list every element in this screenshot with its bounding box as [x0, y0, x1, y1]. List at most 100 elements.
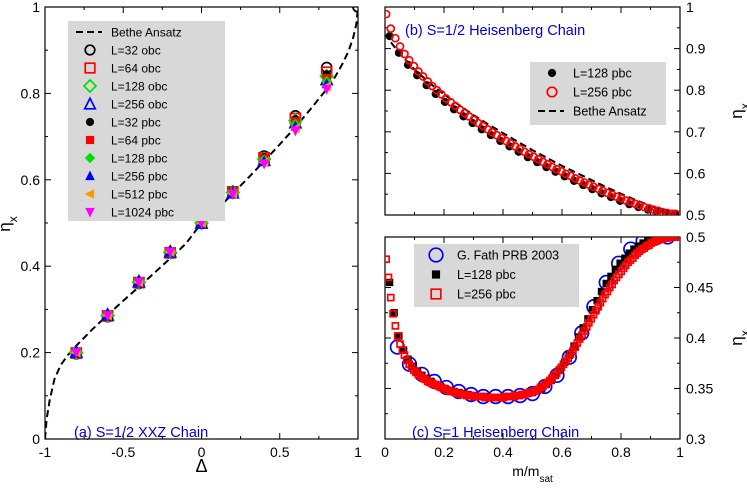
y-tick-label: 0.4 [686, 330, 706, 346]
data-point [644, 203, 654, 213]
legend-label: L=64 pbc [111, 134, 161, 148]
data-point [571, 343, 580, 351]
y-tick-label: 0 [32, 431, 40, 447]
data-point [400, 49, 409, 59]
data-point [626, 197, 635, 207]
legend-label: L=32 obc [111, 44, 161, 58]
y-tick-label: 0.3 [686, 431, 706, 447]
legend-marker [85, 135, 95, 145]
data-point [410, 366, 418, 375]
panel-c: 0 0.2 0.4 0.6 0.8 10.3 0.35 0.4 0.45 0.5 ηx m/msat G… [381, 229, 747, 485]
legend-marker [83, 96, 97, 110]
data-point [608, 280, 617, 289]
data-point [598, 186, 608, 196]
data-point [607, 190, 617, 199]
data-point [385, 255, 391, 264]
y-tick-label: 0.8 [686, 82, 706, 98]
legend-marker [84, 189, 95, 199]
y-tick-label: 0.35 [686, 381, 713, 397]
data-point [616, 194, 626, 203]
x-tick-label: 0.6 [552, 444, 572, 460]
data-point [165, 247, 176, 258]
data-point [409, 61, 419, 71]
data-point [520, 147, 529, 157]
series-l-256-pbc [385, 9, 680, 215]
series-l-1024-pbc [71, 84, 332, 359]
data-point [653, 206, 663, 215]
data-point [631, 251, 640, 260]
x-tick-label: -0.5 [111, 444, 135, 460]
data-point [543, 159, 552, 169]
legend-label: L=128 pbc [573, 67, 632, 81]
legend-marker [85, 117, 95, 127]
data-point [635, 201, 644, 210]
legend-marker [84, 62, 96, 74]
legend-marker [547, 68, 557, 78]
y-tick-label: 0.5 [686, 229, 706, 245]
data-point [639, 202, 649, 212]
legend-marker [82, 78, 98, 94]
data-point [580, 178, 589, 187]
y-tick-label: 0.4 [21, 258, 41, 274]
legend-label: L=256 obc [111, 98, 167, 112]
panel-b: 0.5 0.6 0.7 0.8 0.9 1 ηx L=128 pbc L=256 pbc Beth… [384, 0, 747, 223]
legend-marker [430, 288, 442, 300]
data-point [546, 376, 554, 385]
x-tick-label: 0.5 [270, 444, 290, 460]
data-point [667, 209, 677, 215]
y-axis-label: ηx [727, 330, 747, 345]
legend-label: L=32 pbc [111, 116, 161, 130]
legend-label: L=64 obc [111, 62, 161, 76]
y-tick-label: 0.9 [686, 41, 706, 57]
legend: Bethe Ansatz L=32 obc L=64 obc L=128 obc L=2… [68, 21, 225, 221]
data-point [398, 346, 407, 354]
data-point [321, 84, 332, 95]
data-point [534, 154, 543, 164]
data-point [630, 199, 640, 209]
data-point [672, 209, 680, 215]
data-point [582, 323, 591, 331]
data-point [658, 207, 667, 215]
legend-marker [431, 270, 441, 279]
y-tick-label: 0.6 [686, 165, 706, 181]
data-point [133, 277, 144, 288]
legend-label: Bethe Ansatz [111, 26, 182, 40]
series-l-256-pbc [385, 237, 680, 402]
legend-marker [428, 247, 444, 263]
legend: L=128 pbc L=256 pbc Bethe Ansatz [530, 62, 666, 125]
legend-marker [84, 152, 96, 164]
data-point [385, 278, 394, 287]
data-point [404, 55, 414, 65]
legend-label: L=128 pbc [457, 268, 516, 282]
y-tick-label: 0.2 [21, 345, 41, 361]
x-tick-label: 0.2 [434, 444, 454, 460]
data-point [385, 273, 393, 282]
data-point [589, 182, 598, 192]
data-point [621, 196, 631, 205]
legend-marker [84, 44, 96, 56]
data-point [575, 176, 585, 185]
y-tick-label: 0.8 [21, 85, 41, 101]
plot-area [385, 237, 680, 405]
legend-marker [546, 86, 558, 98]
data-point [290, 126, 301, 137]
y-tick-label: 1 [686, 0, 694, 15]
legend-label: L=256 pbc [111, 170, 167, 184]
x-tick-label: 1 [354, 444, 362, 460]
data-point [662, 208, 672, 215]
data-point [593, 184, 603, 194]
panel-title: (c) S=1 Heisenberg Chain [412, 425, 579, 441]
plot-area [385, 9, 680, 215]
x-axis-label: m/msat [512, 463, 553, 485]
data-point [391, 322, 400, 330]
data-point [603, 188, 612, 198]
data-point [570, 174, 580, 183]
y-tick-label: 0.6 [21, 172, 41, 188]
legend-label: L=256 pbc [457, 288, 516, 302]
legend-label: L=128 obc [111, 80, 167, 94]
y-tick-label: 1 [32, 0, 40, 15]
data-point [259, 159, 270, 170]
legend-marker [85, 170, 95, 181]
legend-label: L=1024 pbc [111, 206, 174, 220]
